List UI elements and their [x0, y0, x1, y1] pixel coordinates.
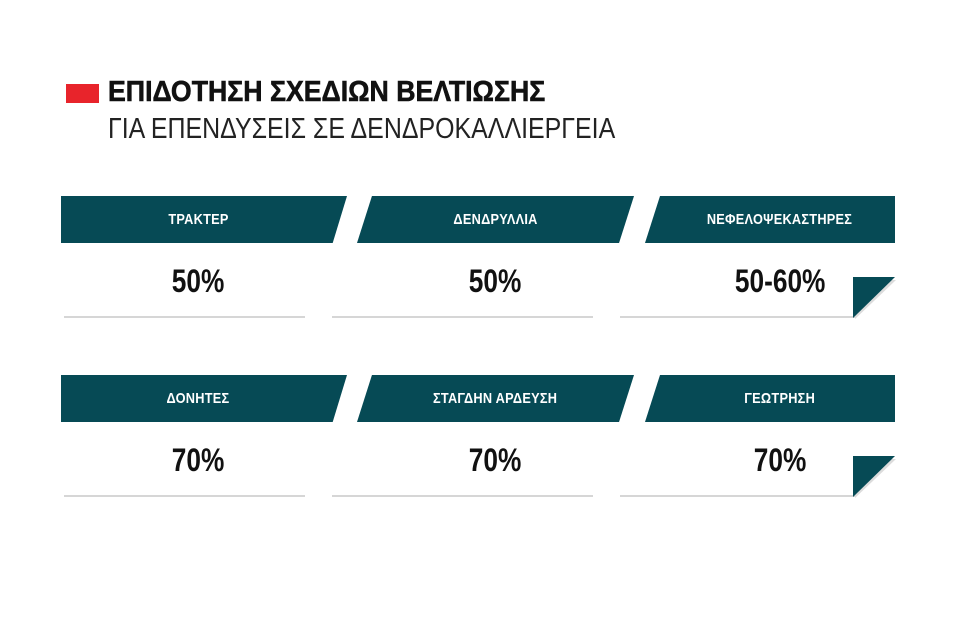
subsidy-value-tractor: 50%: [171, 262, 225, 299]
divider-line: [332, 316, 593, 318]
category-header-tractor: ΤΡΑΚΤΕΡ: [61, 196, 347, 243]
subsidy-value-shakers: 70%: [171, 441, 225, 478]
folded-corner-icon: [853, 277, 896, 319]
category-header-drip-irrigation: ΣΤΑΓΔΗΝ ΑΡΔΕΥΣΗ: [357, 375, 634, 422]
red-accent-marker: [66, 84, 99, 103]
subsidy-value-saplings: 50%: [469, 262, 522, 299]
category-header-sprayers: ΝΕΦΕΛΟΨΕΚΑΣΤΗΡΕΣ: [645, 196, 895, 243]
infographic-subtitle: ΓΙΑ ΕΠΕΝΔΥΣΕΙΣ ΣΕ ΔΕΝΔΡΟΚΑΛΛΙΕΡΓΕΙΑ: [108, 113, 616, 145]
divider-line: [620, 495, 855, 497]
category-header-shakers: ΔΟΝΗΤΕΣ: [61, 375, 347, 422]
subsidy-value-sprayers: 50-60%: [734, 262, 826, 299]
divider-line: [620, 316, 855, 318]
infographic-title: ΕΠΙΔΟΤΗΣΗ ΣΧΕΔΙΩΝ ΒΕΛΤΙΩΣΗΣ: [108, 76, 546, 109]
subsidy-value-drip-irrigation: 70%: [469, 441, 522, 478]
divider-line: [64, 316, 305, 318]
divider-line: [332, 495, 593, 497]
category-header-drilling: ΓΕΩΤΡΗΣΗ: [645, 375, 895, 422]
divider-line: [64, 495, 305, 497]
subsidy-value-drilling: 70%: [753, 441, 807, 478]
folded-corner-icon: [853, 456, 896, 498]
category-header-saplings: ΔΕΝΔΡΥΛΛΙΑ: [357, 196, 634, 243]
